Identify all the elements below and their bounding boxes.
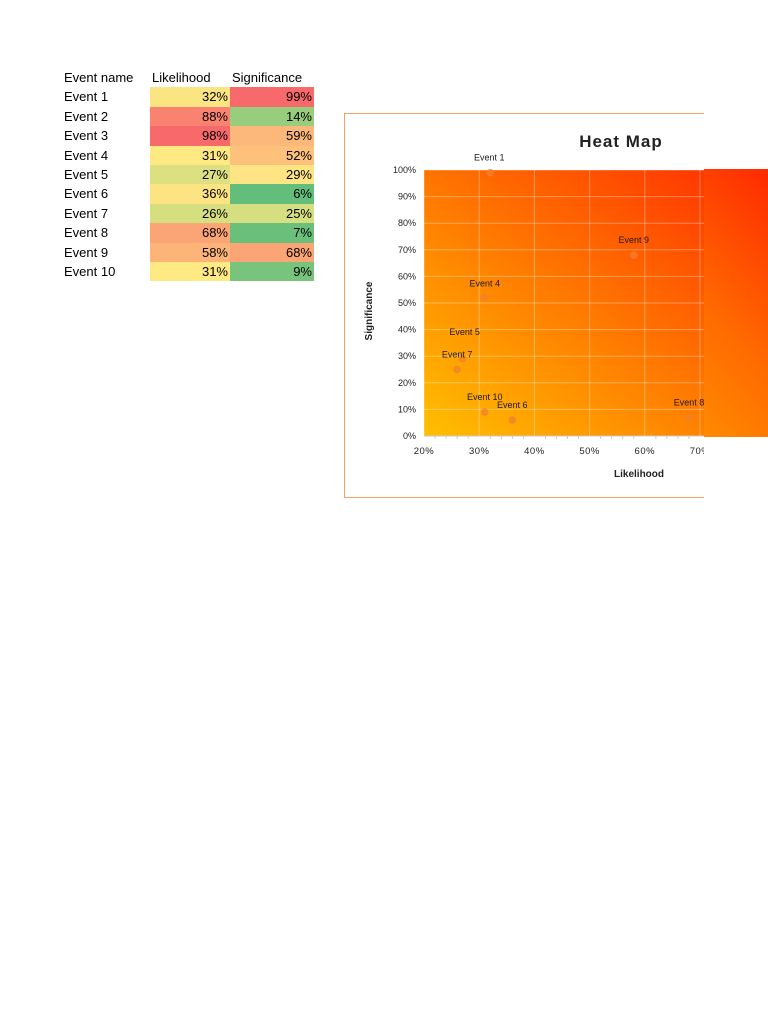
data-label: Event 9	[618, 235, 649, 245]
y-tick-label: 20%	[398, 378, 416, 388]
significance-cell[interactable]: 6%	[230, 184, 314, 204]
table-row: Event 1 32% 99%	[60, 87, 314, 107]
data-point[interactable]	[480, 408, 489, 416]
significance-cell[interactable]: 7%	[230, 223, 314, 243]
data-label: Event 7	[442, 350, 473, 360]
y-tick-label: 40%	[398, 325, 416, 335]
likelihood-cell[interactable]: 36%	[150, 184, 230, 204]
likelihood-cell[interactable]: 58%	[150, 242, 230, 263]
significance-cell[interactable]: 52%	[230, 145, 314, 166]
y-axis-label: Significance	[364, 281, 375, 340]
table-row: Event 9 58% 68%	[60, 242, 314, 263]
data-label: Event 10	[467, 392, 503, 402]
likelihood-cell[interactable]: 88%	[150, 106, 230, 127]
y-tick-label: 10%	[398, 404, 416, 414]
table-row: Event 10 31% 9%	[60, 262, 314, 282]
y-tick-label: 80%	[398, 218, 416, 228]
event-name-cell[interactable]: Event 1	[64, 89, 109, 105]
likelihood-cell[interactable]: 27%	[150, 165, 230, 185]
data-label: Event 6	[497, 400, 528, 410]
event-name-cell[interactable]: Event 3	[64, 128, 109, 144]
chart-title: Heat Map	[579, 132, 663, 151]
data-point[interactable]	[685, 413, 693, 422]
significance-cell[interactable]: 9%	[230, 262, 314, 282]
y-tick-label: 60%	[398, 271, 416, 281]
significance-cell[interactable]: 14%	[230, 106, 314, 127]
data-point[interactable]	[458, 355, 467, 363]
x-tick-label: 30%	[469, 446, 490, 457]
x-tick-label: 60%	[635, 446, 656, 457]
significance-cell[interactable]: 25%	[230, 203, 314, 224]
likelihood-cell[interactable]: 68%	[150, 223, 230, 243]
event-name-cell[interactable]: Event 2	[64, 108, 109, 124]
table-row: Event 5 27% 29%	[60, 165, 314, 185]
y-tick-label: 100%	[393, 165, 416, 175]
data-point[interactable]	[480, 293, 489, 302]
x-tick-label: 50%	[579, 446, 600, 457]
data-point[interactable]	[508, 416, 517, 424]
table-row: Event 3 98% 59%	[60, 126, 314, 146]
y-tick-label: 0%	[403, 431, 416, 441]
table-header-row: Event name Likelihood Significance	[60, 68, 314, 87]
event-name-cell[interactable]: Event 9	[64, 244, 109, 260]
data-point[interactable]	[453, 365, 461, 374]
x-tick-label: 70%	[690, 446, 711, 457]
event-name-cell[interactable]: Event 6	[64, 186, 109, 202]
likelihood-cell[interactable]: 32%	[150, 87, 230, 107]
y-tick-label: 30%	[398, 351, 416, 361]
likelihood-cell[interactable]: 31%	[150, 145, 230, 166]
data-label: Event 8	[674, 397, 705, 407]
event-name-cell[interactable]: Event 7	[64, 205, 109, 221]
table-row: Event 2 88% 14%	[60, 106, 314, 127]
significance-cell[interactable]: 99%	[230, 87, 314, 107]
likelihood-cell[interactable]: 31%	[150, 262, 230, 282]
likelihood-cell[interactable]: 26%	[150, 203, 230, 224]
header-event-name[interactable]: Event name	[64, 70, 134, 85]
event-name-cell[interactable]: Event 10	[64, 264, 116, 280]
significance-cell[interactable]: 29%	[230, 165, 314, 185]
table-row: Event 6 36% 6%	[60, 184, 314, 204]
event-data-table: Event name Likelihood Significance Event…	[60, 68, 314, 282]
event-name-cell[interactable]: Event 4	[64, 147, 109, 163]
x-axis-label: Likelihood	[614, 469, 664, 480]
y-tick-label: 90%	[398, 192, 416, 202]
likelihood-cell[interactable]: 98%	[150, 126, 230, 146]
event-name-cell[interactable]: Event 8	[64, 225, 109, 241]
header-likelihood[interactable]: Likelihood	[152, 70, 211, 85]
y-tick-label: 50%	[398, 298, 416, 308]
plot-area-overflow	[704, 169, 768, 437]
significance-cell[interactable]: 68%	[230, 242, 314, 263]
data-label: Event 4	[469, 279, 500, 289]
x-tick-label: 20%	[414, 446, 435, 457]
y-tick-label: 70%	[398, 245, 416, 255]
table-row: Event 4 31% 52%	[60, 145, 314, 166]
data-label: Event 1	[474, 153, 505, 163]
header-significance[interactable]: Significance	[232, 70, 303, 85]
table-row: Event 7 26% 25%	[60, 203, 314, 224]
data-label: Event 5	[449, 327, 480, 337]
event-name-cell[interactable]: Event 5	[64, 167, 109, 183]
data-point[interactable]	[629, 251, 638, 259]
x-tick-label: 40%	[524, 446, 545, 457]
data-point[interactable]	[486, 168, 495, 177]
data-points: Event 1 Event 4 Event 5 Event 6 Event 7 Event…	[442, 153, 704, 424]
table-row: Event 8 68% 7%	[60, 223, 314, 243]
significance-cell[interactable]: 59%	[230, 126, 314, 146]
